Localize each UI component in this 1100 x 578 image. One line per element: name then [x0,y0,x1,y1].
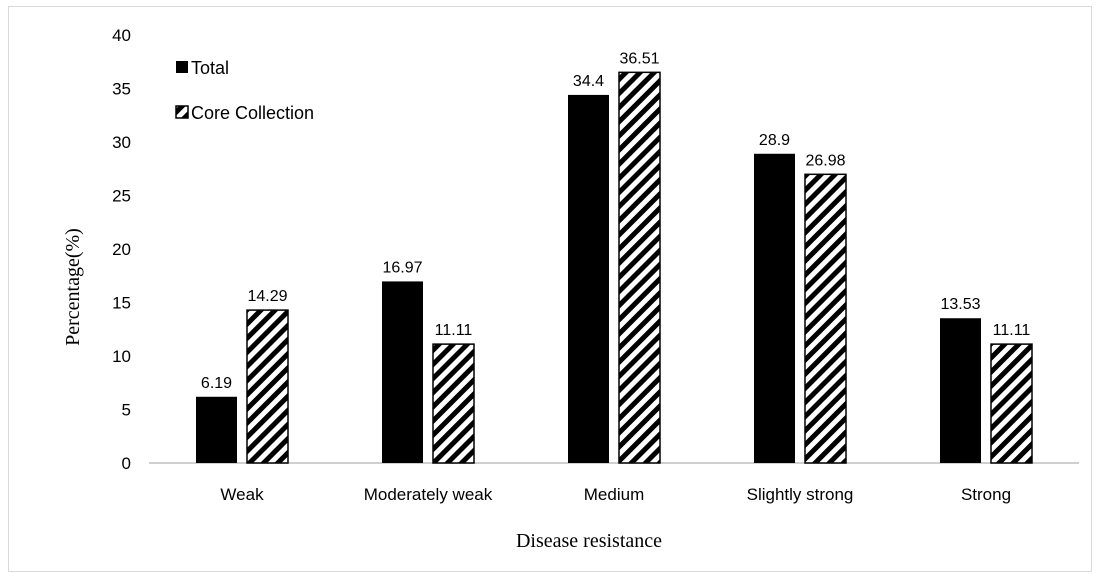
bar-total [382,281,423,463]
bar-core-collection [618,71,661,464]
y-tick-label: 15 [112,294,131,313]
legend-label-core-collection: Core Collection [191,103,314,123]
bar-total [940,318,981,463]
legend-swatch-core-collection [175,105,189,119]
x-tick-label: Medium [584,485,644,504]
data-label-core-collection: 14.29 [247,288,287,305]
data-label-core-collection: 11.11 [993,322,1031,339]
chart-frame: 0 5 10 15 20 25 30 35 40 6.19 14.29 16.97 11.11 34.4… [8,6,1092,572]
bars: 6.19 14.29 16.97 11.11 34.4 36.51 28.9 26.98 13.… [196,50,1033,464]
y-tick-label: 0 [122,454,131,473]
x-tick-label: Weak [220,485,264,504]
data-label-total: 28.9 [759,132,790,149]
bar-core-collection [246,309,289,464]
legend-swatch-total [176,61,188,73]
data-label-core-collection: 36.51 [619,50,659,67]
bar-chart: 0 5 10 15 20 25 30 35 40 6.19 14.29 16.97 11.11 34.4… [62,26,1079,552]
legend-label-total: Total [191,58,229,78]
y-tick-label: 10 [112,347,131,366]
data-label-total: 16.97 [382,259,422,276]
category-labels: Weak Moderately weak Medium Slightly strong… [220,485,1011,504]
x-tick-label: Moderately weak [364,485,493,504]
bar-core-collection [804,173,847,464]
bar-core-collection [990,343,1033,464]
bar-core-collection [432,343,475,464]
y-axis-ticks: 0 5 10 15 20 25 30 35 40 [112,26,131,473]
y-axis-title: Percentage(%) [62,228,84,346]
bar-total [754,153,795,463]
data-label-core-collection: 26.98 [805,152,845,169]
y-tick-label: 5 [122,401,131,420]
data-label-total: 34.4 [573,73,604,90]
y-tick-label: 30 [112,133,131,152]
bar-total [568,94,609,464]
x-axis-title: Disease resistance [516,530,662,552]
y-tick-label: 40 [112,26,131,45]
y-tick-label: 25 [112,187,131,206]
x-tick-label: Slightly strong [747,485,854,504]
legend: Total Core Collection [175,58,314,123]
x-tick-label: Strong [961,485,1011,504]
data-label-total: 13.53 [940,296,980,313]
y-tick-label: 20 [112,240,131,259]
bar-total [196,396,237,463]
data-label-total: 6.19 [201,375,232,392]
y-tick-label: 35 [112,80,131,99]
data-label-core-collection: 11.11 [435,322,473,339]
